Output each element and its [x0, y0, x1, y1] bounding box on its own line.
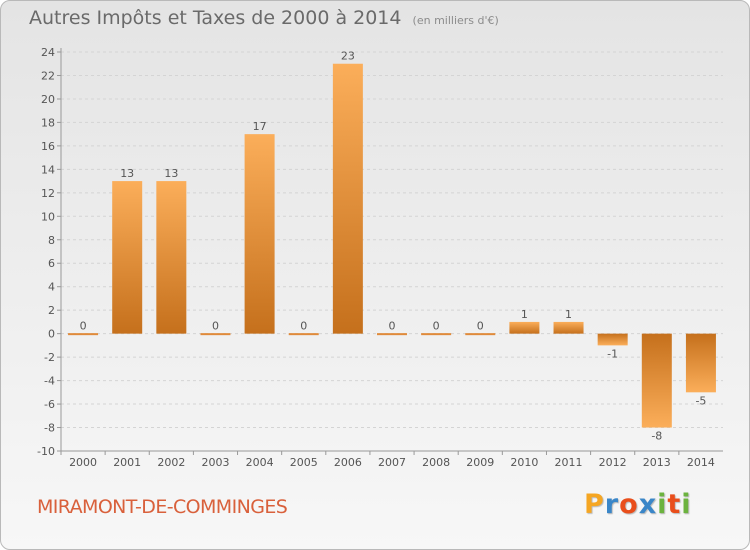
y-tick-label: -4 — [44, 375, 55, 388]
bar-2009 — [465, 333, 496, 336]
y-tick-label: 4 — [48, 281, 55, 294]
bar-2010 — [509, 321, 540, 334]
chart-title: Autres Impôts et Taxes de 2000 à 2014 — [29, 7, 402, 29]
bar-2006 — [332, 63, 363, 334]
x-tick-label: 2014 — [687, 456, 715, 469]
y-tick-label: 6 — [48, 257, 55, 270]
x-tick-label: 2008 — [422, 456, 450, 469]
data-label-2001: 13 — [120, 167, 134, 180]
data-label-2004: 17 — [253, 120, 267, 133]
chart-subtitle: (en milliers d'€) — [412, 14, 499, 27]
bar-2014 — [685, 333, 716, 393]
y-tick-label: -8 — [44, 422, 55, 435]
x-tick-label: 2010 — [510, 456, 538, 469]
bar-2008 — [421, 333, 452, 336]
x-tick-label: 2011 — [555, 456, 583, 469]
data-label-2005: 0 — [300, 320, 307, 333]
bar-2003 — [200, 333, 231, 336]
y-tick-label: 2 — [48, 304, 55, 317]
bar-2001 — [112, 181, 143, 334]
y-tick-label: 8 — [48, 234, 55, 247]
bar-2005 — [288, 333, 319, 336]
x-tick-label: 2005 — [290, 456, 318, 469]
y-tick-label: 16 — [41, 140, 55, 153]
data-label-2002: 13 — [164, 167, 178, 180]
y-tick-label: 12 — [41, 187, 55, 200]
data-label-2008: 0 — [433, 320, 440, 333]
y-tick-label: 22 — [41, 69, 55, 82]
data-label-2011: 1 — [565, 308, 572, 321]
data-label-2010: 1 — [521, 308, 528, 321]
x-tick-label: 2001 — [113, 456, 141, 469]
y-tick-label: -2 — [44, 351, 55, 364]
data-label-2003: 0 — [212, 320, 219, 333]
x-tick-label: 2013 — [643, 456, 671, 469]
y-tick-label: 10 — [41, 210, 55, 223]
x-tick-label: 2006 — [334, 456, 362, 469]
data-label-2014: -5 — [695, 394, 706, 407]
y-tick-label: -10 — [37, 445, 55, 458]
x-tick-label: 2012 — [599, 456, 627, 469]
x-tick-label: 2000 — [69, 456, 97, 469]
y-tick-label: 18 — [41, 116, 55, 129]
bar-2004 — [244, 134, 275, 334]
bar-2007 — [377, 333, 407, 336]
x-tick-label: 2004 — [246, 456, 274, 469]
data-label-2012: -1 — [607, 347, 618, 360]
data-label-2006: 23 — [341, 50, 355, 63]
x-tick-label: 2007 — [378, 456, 406, 469]
bar-2011 — [553, 321, 584, 334]
y-tick-label: 0 — [48, 328, 55, 341]
y-tick-label: 24 — [41, 46, 55, 59]
x-tick-label: 2002 — [157, 456, 185, 469]
y-tick-label: 14 — [41, 163, 55, 176]
data-label-2013: -8 — [651, 430, 662, 443]
bar-2000 — [68, 333, 99, 336]
bar-2012 — [597, 333, 628, 346]
x-tick-label: 2009 — [466, 456, 494, 469]
data-label-2007: 0 — [389, 320, 396, 333]
chart-title-line: Autres Impôts et Taxes de 2000 à 2014 (e… — [29, 7, 499, 29]
data-label-2000: 0 — [80, 320, 87, 333]
bar-2013 — [641, 333, 672, 428]
y-tick-label: 20 — [41, 93, 55, 106]
y-tick-label: -6 — [44, 398, 55, 411]
x-tick-label: 2003 — [201, 456, 229, 469]
data-label-2009: 0 — [477, 320, 484, 333]
bar-2002 — [156, 181, 187, 334]
commune-name: MIRAMONT-DE-COMMINGES — [37, 496, 288, 518]
proxiti-logo[interactable]: Proxiti — [584, 489, 692, 520]
